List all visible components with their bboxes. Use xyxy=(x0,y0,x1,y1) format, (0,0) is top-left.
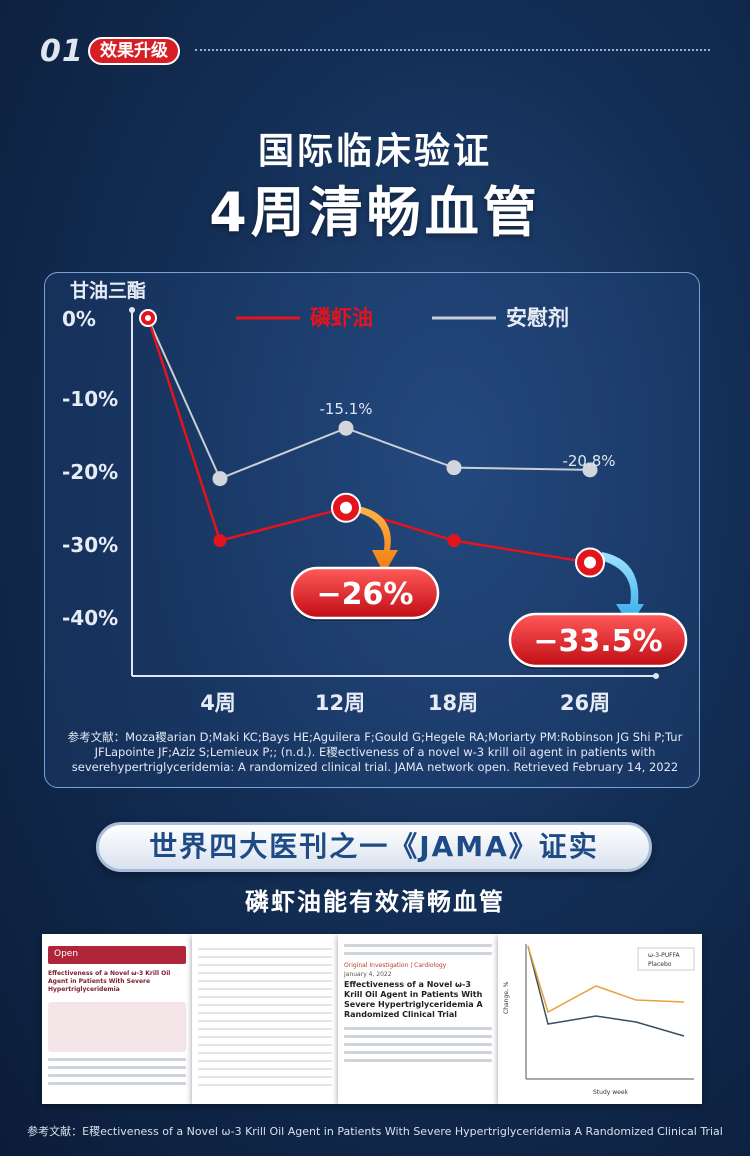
paper1-figure xyxy=(48,1002,186,1052)
krill-oil-point xyxy=(213,534,227,548)
placebo-value-label: -20.8% xyxy=(562,452,615,470)
paper3-title: Effectiveness of a Novel ω-3 Krill Oil A… xyxy=(344,980,483,1019)
placebo-value-label: -15.1% xyxy=(319,400,372,418)
krill-oil-highlight-center xyxy=(340,501,352,514)
krill-oil-line xyxy=(146,317,591,564)
paper3-date: January 4, 2022 xyxy=(344,971,392,978)
x-tick-label: 12周 xyxy=(315,691,365,715)
page-title-line1: 国际临床验证 xyxy=(257,131,492,172)
legend-label-krill-oil: 磷虾油 xyxy=(310,306,373,330)
paper-thumbnail-2 xyxy=(192,934,338,1104)
paper-thumbnail-4: ω-3-PUFFA Placebo Study week Change, % xyxy=(498,934,702,1104)
subtitle: 磷虾油能有效清畅血管 xyxy=(245,888,505,916)
placebo-point xyxy=(212,471,228,487)
legend-label-placebo: 安慰剂 xyxy=(506,306,569,330)
y-tick-label: -10% xyxy=(62,387,118,411)
blue-down-arrow xyxy=(600,552,644,626)
paper-thumbnail-3: Original Investigation | Cardiology Janu… xyxy=(338,934,498,1104)
placebo-point xyxy=(582,462,598,478)
chart-reference: 参考文献：Moza稷arian D;Maki KC;Bays HE;Aguile… xyxy=(67,730,683,774)
paper4-legend-2: Placebo xyxy=(648,961,672,968)
x-tick-label: 26周 xyxy=(560,691,610,715)
x-axis-end-dot xyxy=(653,673,659,679)
placebo-point xyxy=(446,460,462,476)
reduction-callout-label: −33.5% xyxy=(533,624,662,659)
paper1-title: Effectiveness of a Novel ω-3 Krill Oil A… xyxy=(48,970,171,993)
y-axis-end-dot xyxy=(129,307,135,313)
paper-thumbnail-1: Open Effectiveness of a Novel ω-3 Krill … xyxy=(42,934,192,1104)
bottom-reference: 参考文献：E稷ectiveness of a Novel ω-3 Krill O… xyxy=(27,1125,723,1138)
krill-oil-highlight-center xyxy=(584,556,596,569)
paper4-xlabel: Study week xyxy=(593,1089,629,1096)
paper2-table xyxy=(198,942,332,1092)
placebo-point xyxy=(338,420,354,436)
paper3-journal: Original Investigation | Cardiology xyxy=(344,962,447,969)
y-tick-label: -20% xyxy=(62,460,118,484)
dotted-divider xyxy=(195,49,710,51)
reduction-callout xyxy=(508,612,688,668)
y-tick-label: -30% xyxy=(62,533,118,557)
x-tick-label: 18周 xyxy=(428,691,478,715)
paper4-ylabel: Change, % xyxy=(503,981,510,1014)
section-header: 01 效果升级 xyxy=(40,34,710,70)
paper4-legend-1: ω-3-PUFFA xyxy=(648,952,681,959)
section-badge: 效果升级 xyxy=(88,37,180,65)
paper-screenshots: Open Effectiveness of a Novel ω-3 Krill … xyxy=(42,934,702,1104)
y-tick-label: -40% xyxy=(62,606,118,630)
chart-card xyxy=(44,272,700,788)
y-tick-label: 0% xyxy=(62,307,96,331)
orange-down-arrow xyxy=(356,506,398,574)
section-number: 01 xyxy=(40,34,84,69)
origin-point-center xyxy=(145,315,151,321)
x-tick-label: 4周 xyxy=(200,691,236,715)
krill-oil-point xyxy=(447,534,461,548)
page-title-line2: 4周清畅血管 xyxy=(209,181,541,244)
y-axis-label: 甘油三酯 xyxy=(70,279,146,302)
reduction-callout xyxy=(290,566,440,620)
jama-banner: 世界四大医刊之一《JAMA》证实 xyxy=(96,822,652,872)
paper4-chart: ω-3-PUFFA Placebo Study week Change, % xyxy=(503,944,695,1096)
triglyceride-chart: 甘油三酯 0% -10% -20% -30% -40% 4周 12周 18周 26周 磷虾油 安慰… xyxy=(62,279,688,715)
reduction-callout-label: −26% xyxy=(317,577,414,612)
open-access-tag: Open xyxy=(48,946,186,964)
placebo-line xyxy=(147,317,591,480)
